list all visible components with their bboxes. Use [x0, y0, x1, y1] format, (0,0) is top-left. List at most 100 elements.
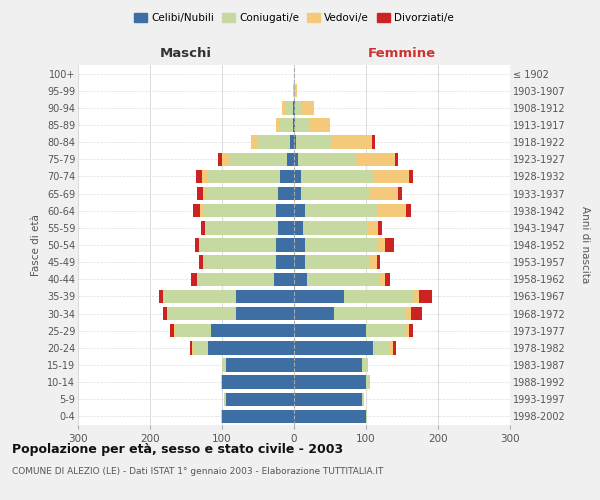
Bar [389, 341, 392, 354]
Bar [206, 221, 278, 234]
Bar [294, 341, 373, 354]
Bar [301, 101, 314, 114]
Bar [222, 152, 229, 166]
Bar [295, 118, 310, 132]
Bar [294, 118, 295, 132]
Bar [366, 324, 406, 338]
Bar [280, 118, 293, 132]
Bar [294, 152, 298, 166]
Bar [208, 170, 280, 183]
Bar [334, 307, 406, 320]
Bar [419, 290, 431, 303]
Bar [294, 256, 305, 269]
Bar [192, 341, 193, 354]
Bar [392, 341, 396, 354]
Bar [290, 136, 294, 149]
Bar [204, 204, 276, 218]
Bar [167, 307, 168, 320]
Bar [301, 170, 373, 183]
Bar [294, 101, 295, 114]
Bar [305, 204, 377, 218]
Bar [373, 341, 389, 354]
Bar [294, 358, 362, 372]
Text: Maschi: Maschi [160, 47, 212, 60]
Bar [203, 256, 204, 269]
Bar [221, 410, 222, 423]
Bar [377, 256, 380, 269]
Bar [294, 170, 301, 183]
Bar [294, 187, 301, 200]
Bar [211, 324, 294, 338]
Bar [294, 84, 295, 98]
Bar [193, 204, 200, 218]
Bar [294, 324, 366, 338]
Bar [296, 136, 332, 149]
Bar [367, 221, 378, 234]
Bar [276, 238, 294, 252]
Bar [301, 187, 370, 200]
Bar [406, 324, 409, 338]
Bar [206, 187, 278, 200]
Y-axis label: Fasce di età: Fasce di età [31, 214, 41, 276]
Bar [395, 152, 398, 166]
Bar [293, 101, 294, 114]
Bar [199, 256, 203, 269]
Bar [191, 272, 197, 286]
Bar [278, 221, 294, 234]
Bar [307, 272, 379, 286]
Bar [305, 238, 377, 252]
Bar [274, 272, 294, 286]
Bar [282, 101, 286, 114]
Bar [377, 204, 406, 218]
Bar [385, 272, 391, 286]
Bar [276, 256, 294, 269]
Bar [280, 170, 294, 183]
Bar [198, 272, 274, 286]
Bar [293, 84, 294, 98]
Text: COMUNE DI ALEZIO (LE) - Dati ISTAT 1° gennaio 2003 - Elaborazione TUTTITALIA.IT: COMUNE DI ALEZIO (LE) - Dati ISTAT 1° ge… [12, 468, 383, 476]
Bar [222, 358, 226, 372]
Bar [193, 341, 208, 354]
Bar [200, 238, 276, 252]
Bar [226, 358, 294, 372]
Bar [276, 118, 280, 132]
Bar [295, 84, 297, 98]
Bar [294, 307, 334, 320]
Bar [294, 221, 302, 234]
Bar [409, 324, 413, 338]
Bar [170, 324, 174, 338]
Bar [362, 392, 364, 406]
Bar [258, 136, 290, 149]
Bar [344, 290, 413, 303]
Bar [413, 290, 419, 303]
Bar [164, 290, 236, 303]
Bar [202, 170, 208, 183]
Bar [251, 136, 258, 149]
Bar [208, 341, 294, 354]
Bar [276, 204, 294, 218]
Bar [406, 204, 412, 218]
Bar [293, 118, 294, 132]
Bar [236, 290, 294, 303]
Legend: Celibi/Nubili, Coniugati/e, Vedovi/e, Divorziati/e: Celibi/Nubili, Coniugati/e, Vedovi/e, Di… [130, 9, 458, 28]
Bar [201, 221, 205, 234]
Bar [163, 307, 167, 320]
Bar [366, 410, 367, 423]
Bar [163, 290, 164, 303]
Bar [409, 170, 413, 183]
Bar [286, 101, 293, 114]
Y-axis label: Anni di nascita: Anni di nascita [580, 206, 590, 284]
Bar [305, 256, 370, 269]
Bar [412, 307, 422, 320]
Bar [174, 324, 175, 338]
Bar [332, 136, 372, 149]
Bar [229, 152, 287, 166]
Bar [197, 187, 203, 200]
Bar [373, 170, 409, 183]
Bar [196, 238, 199, 252]
Bar [226, 392, 294, 406]
Bar [200, 204, 204, 218]
Bar [294, 204, 305, 218]
Bar [302, 221, 367, 234]
Bar [204, 256, 276, 269]
